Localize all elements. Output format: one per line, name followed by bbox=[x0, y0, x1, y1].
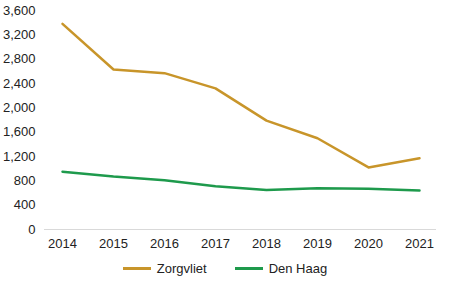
svg-text:400: 400 bbox=[14, 197, 36, 212]
html-text:Zorgvliet: Zorgvliet bbox=[156, 261, 207, 276]
svg-text:2018: 2018 bbox=[252, 236, 281, 251]
html-text:Den Haag: Den Haag bbox=[268, 261, 328, 276]
svg-text:3,600: 3,600 bbox=[3, 3, 36, 18]
svg-text:800: 800 bbox=[14, 173, 36, 188]
svg-text:2019: 2019 bbox=[303, 236, 332, 251]
svg-text:2020: 2020 bbox=[354, 236, 383, 251]
svg-text:2016: 2016 bbox=[150, 236, 179, 251]
svg-text:2014: 2014 bbox=[48, 236, 77, 251]
svg-text:2,000: 2,000 bbox=[3, 100, 36, 115]
svg-text:1,200: 1,200 bbox=[3, 149, 36, 164]
svg-text:2017: 2017 bbox=[201, 236, 230, 251]
svg-text:1,600: 1,600 bbox=[3, 124, 36, 139]
svg-text:0: 0 bbox=[28, 222, 35, 237]
svg-text:2,400: 2,400 bbox=[3, 76, 36, 91]
svg-text:3,200: 3,200 bbox=[3, 27, 36, 42]
svg-text:2015: 2015 bbox=[99, 236, 128, 251]
svg-text:2021: 2021 bbox=[405, 236, 434, 251]
svg-text:2,800: 2,800 bbox=[3, 51, 36, 66]
